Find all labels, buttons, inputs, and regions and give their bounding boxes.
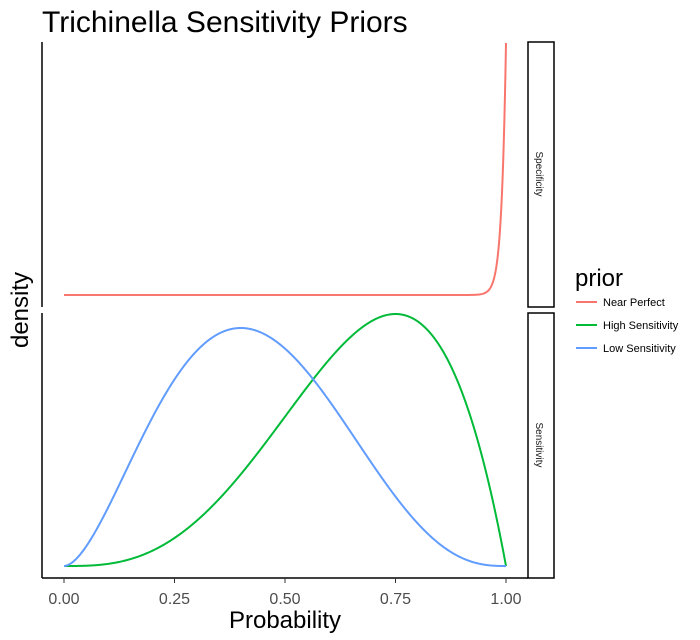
y-axis-title: density	[7, 272, 34, 348]
strip-label-sensitivity: Sensitivity	[533, 422, 544, 467]
facet-panel-sensitivity: Sensitivity	[41, 312, 555, 579]
x-axis-title: Probability	[229, 607, 341, 634]
x-tick-label: 0.50	[269, 591, 300, 608]
legend: prior Near Perfect High Sensitivity Low Se…	[575, 265, 679, 355]
strip-specificity	[527, 41, 555, 308]
facet-panel-specificity: Specificity	[41, 41, 555, 308]
x-axis-ticks: 0.00 0.25 0.50 0.75 1.00	[48, 578, 522, 608]
legend-label-high-sensitivity: High Sensitivity	[603, 320, 679, 332]
x-tick-label: 0.00	[48, 591, 79, 608]
strip-sensitivity	[527, 312, 555, 579]
series-line-low-sensitivity	[63, 327, 506, 567]
legend-title: prior	[575, 265, 623, 292]
chart-title: Trichinella Sensitivity Priors	[42, 6, 408, 39]
legend-label-near-perfect: Near Perfect	[603, 297, 665, 309]
x-tick-label: 0.75	[380, 591, 411, 608]
x-tick-label: 1.00	[490, 591, 521, 608]
legend-label-low-sensitivity: Low Sensitivity	[603, 343, 676, 355]
strip-label-specificity: Specificity	[533, 151, 544, 196]
series-line-near-perfect	[64, 42, 507, 296]
x-tick-label: 0.25	[159, 591, 190, 608]
series-line-high-sensitivity	[64, 313, 507, 567]
